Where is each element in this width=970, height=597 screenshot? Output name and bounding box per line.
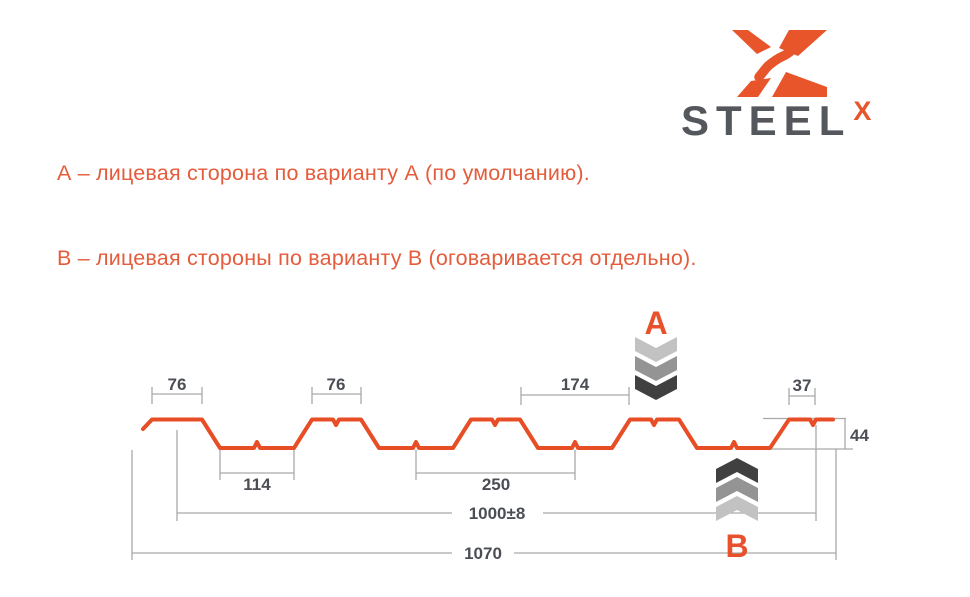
- dim-height-label: 44: [850, 426, 869, 445]
- brand-wordmark-sup: X: [853, 96, 872, 126]
- logo-arm-bottom-right: [772, 72, 827, 97]
- dim-edge-flange-label: 37: [793, 376, 812, 395]
- marker-a-group: A: [635, 305, 677, 400]
- dim-valley-label: 114: [243, 475, 271, 494]
- chevron-up-icon: [716, 496, 758, 521]
- dim-rib-pitch-lines: [415, 450, 576, 480]
- marker-b-group: B: [716, 458, 758, 564]
- logo-s-ribbon: [754, 44, 798, 82]
- brand-wordmark: STEELX: [681, 96, 872, 144]
- steelx-x-icon: [732, 30, 827, 97]
- dim-crest-span-lines: [520, 387, 630, 405]
- marker-b-label: B: [725, 528, 748, 564]
- chevron-down-icon: [635, 337, 677, 362]
- chevron-down-icon: [635, 356, 677, 381]
- dim-working-width-label: 1000±8: [469, 504, 526, 523]
- chevron-up-icon: [716, 458, 758, 483]
- note-variant-b: В – лицевая стороны по варианту В (огова…: [57, 246, 697, 270]
- dim-crest-span-label: 174: [561, 375, 590, 394]
- note-variant-a: А – лицевая сторона по варианту А (по ум…: [57, 161, 590, 185]
- dimension-labels: 76 76 174 37 114 250 1000±8 1070 44: [168, 375, 870, 563]
- chevron-down-icon: [635, 375, 677, 400]
- marker-a-label: A: [644, 305, 667, 341]
- dim-top-flange-1-label: 76: [168, 375, 187, 394]
- dim-height-lines: [753, 417, 853, 450]
- logo-arm-top-left: [732, 30, 771, 54]
- dim-valley-lines: [219, 450, 295, 480]
- chevron-up-icon: [716, 477, 758, 502]
- dim-rib-pitch-label: 250: [482, 475, 510, 494]
- dim-top-flange-1-lines: [151, 387, 203, 404]
- dim-top-flange-2-lines: [311, 387, 362, 404]
- dimension-lines: [131, 387, 853, 560]
- dim-top-flange-2-label: 76: [327, 375, 346, 394]
- dim-overall-width-label: 1070: [464, 544, 502, 563]
- logo-arm-bottom-left: [737, 78, 771, 97]
- dim-edge-flange-lines: [788, 388, 816, 405]
- dim-working-width-lines: [176, 425, 817, 521]
- brand-wordmark-text: STEEL: [681, 97, 852, 144]
- dim-overall-width-lines: [131, 449, 837, 560]
- profile-cross-section-line: [141, 417, 835, 450]
